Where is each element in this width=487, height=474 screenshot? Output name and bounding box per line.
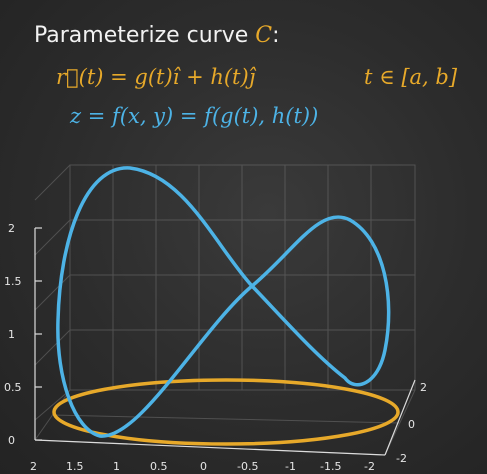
z-axis [34, 227, 42, 441]
surface-equation: z = f(x, y) = f(g(t), h(t)) [70, 104, 319, 128]
x-tick-label: -2 [364, 460, 375, 473]
x-tick-label: 2 [30, 460, 37, 473]
x-tick-label: -1 [285, 460, 296, 473]
heading-label: Parameterize curve [34, 23, 249, 48]
slide-heading: Parameterize curve C: [34, 22, 280, 50]
y-tick-label: -2 [396, 452, 407, 465]
x-tick-label: 0 [200, 460, 207, 473]
x-tick-label: -0.5 [237, 460, 258, 473]
plot-grid [34, 164, 416, 456]
y-tick-label: 2 [420, 381, 427, 394]
y-axis [384, 379, 416, 456]
z-tick-label: 2 [8, 222, 15, 235]
x-tick-label: 0.5 [150, 460, 168, 473]
x-tick-label: -1.5 [320, 460, 341, 473]
x-tick-label: 1.5 [66, 460, 84, 473]
heading-suffix: : [272, 23, 280, 48]
parameter-range: t ∈ [a, b] [364, 65, 458, 89]
z-tick-label: 0.5 [4, 381, 22, 394]
x-tick-label: 1 [113, 460, 120, 473]
z-tick-label: 1.5 [4, 275, 22, 288]
z-tick-label: 1 [8, 328, 15, 341]
z-tick-label: 0 [8, 434, 15, 447]
curve-variable: C [255, 23, 273, 48]
vector-equation: r⃗(t) = g(t)î + h(t)ĵ [56, 65, 256, 89]
ellipse-base-curve [52, 378, 400, 446]
figure-eight-space-curve [56, 166, 391, 438]
x-axis [34, 439, 386, 456]
y-tick-label: 0 [408, 418, 415, 431]
